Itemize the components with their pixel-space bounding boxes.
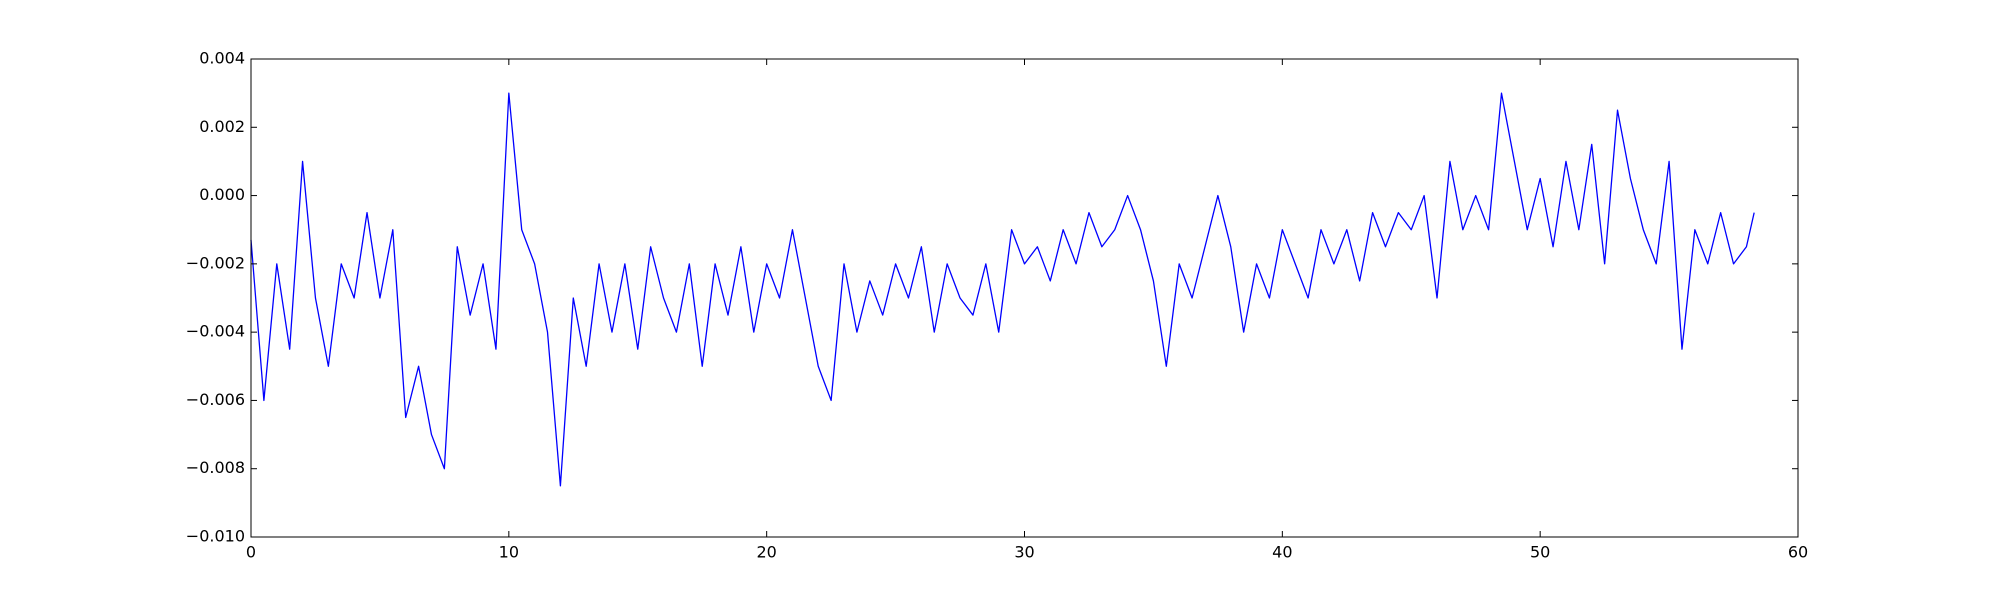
y-tick-label: 0.002 bbox=[199, 117, 245, 136]
y-tick-label: 0.004 bbox=[199, 49, 245, 68]
y-tick-label: 0.000 bbox=[199, 185, 245, 204]
y-tick-label: −0.006 bbox=[186, 390, 245, 409]
x-tick-label: 20 bbox=[756, 543, 776, 562]
x-tick-label: 40 bbox=[1272, 543, 1292, 562]
y-tick-label: −0.004 bbox=[186, 322, 245, 341]
x-tick-label: 60 bbox=[1788, 543, 1808, 562]
x-tick-label: 30 bbox=[1014, 543, 1034, 562]
y-tick-label: −0.002 bbox=[186, 253, 245, 272]
data-line bbox=[250, 92, 1755, 487]
y-tick-label: −0.010 bbox=[186, 527, 245, 546]
x-tick-label: 10 bbox=[499, 543, 519, 562]
y-tick-label: −0.008 bbox=[186, 458, 245, 477]
x-tick-label: 50 bbox=[1530, 543, 1550, 562]
x-tick-label: 0 bbox=[246, 543, 256, 562]
